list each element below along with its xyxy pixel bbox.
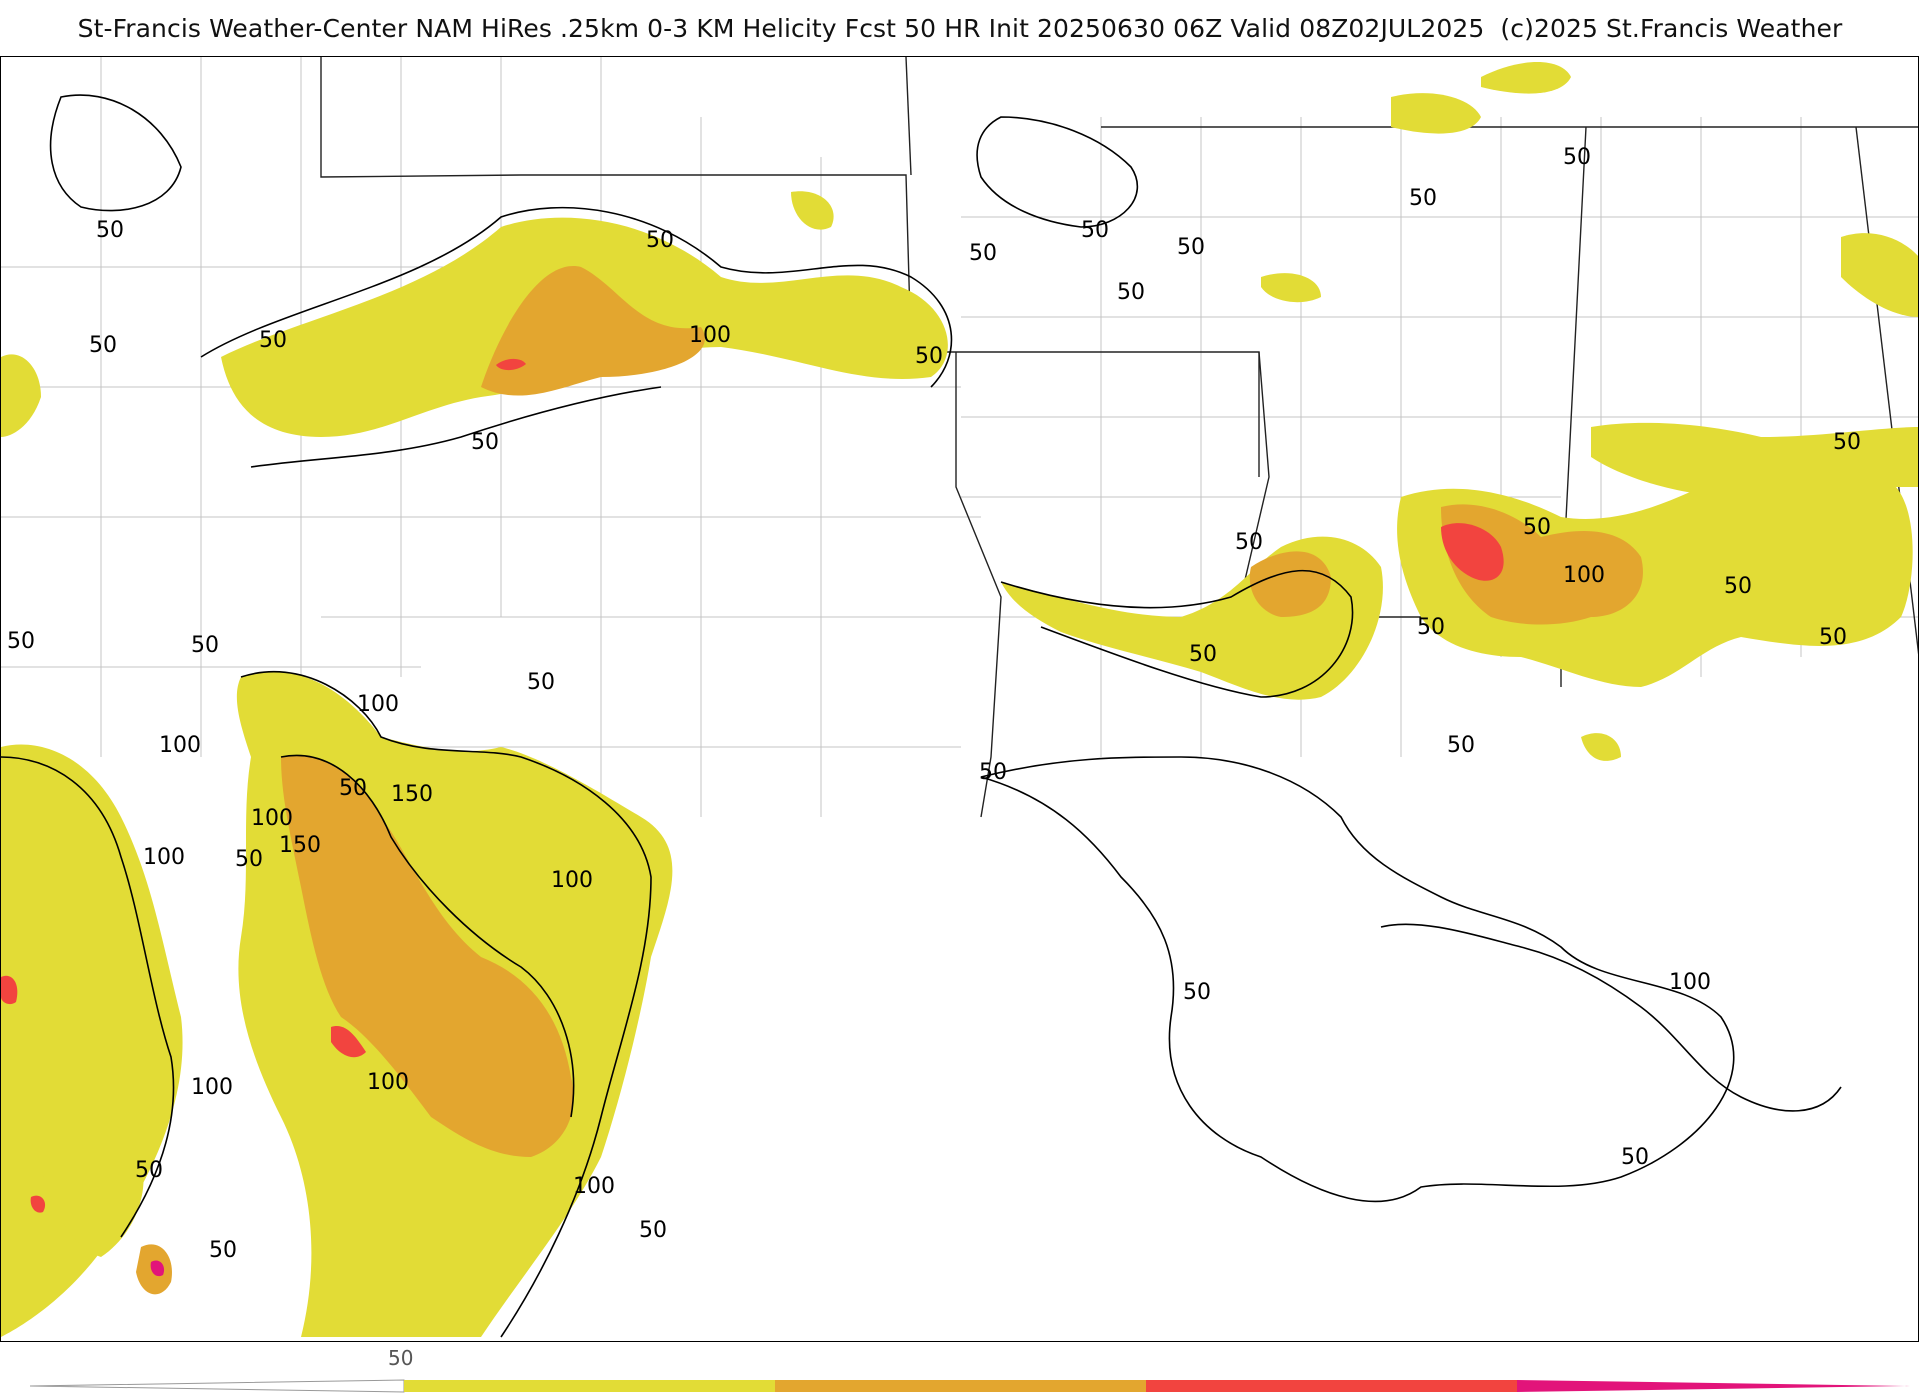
contour-label: 100 — [251, 806, 293, 831]
contour-label: 50 — [1235, 530, 1263, 555]
colorbar-segment-200 — [1517, 1380, 1910, 1392]
contour-label: 50 — [1177, 235, 1205, 260]
contour-label: 50 — [259, 328, 287, 353]
contour-label: 50 — [1523, 515, 1551, 540]
contour-label: 50 — [1819, 625, 1847, 650]
contour-label: 50 — [1081, 218, 1109, 243]
colorbar-left-triangle — [30, 1379, 405, 1393]
helicity-contours — [1, 94, 1842, 1338]
contour-label: 50 — [209, 1238, 237, 1263]
contour-label: 100 — [143, 845, 185, 870]
contour-label: 50 — [339, 776, 367, 801]
contour-label: 50 — [7, 629, 35, 654]
contour-label: 50 — [979, 760, 1007, 785]
contour-labels: 50 50 50 50 50 50 100 50 50 50 50 50 50 … — [7, 145, 1861, 1263]
contour-label: 50 — [1833, 430, 1861, 455]
contour-label: 100 — [1669, 970, 1711, 995]
contour-label: 50 — [1563, 145, 1591, 170]
contour-label: 100 — [689, 323, 731, 348]
contour-label: 100 — [367, 1070, 409, 1095]
helicity-map: 50 50 50 50 50 50 100 50 50 50 50 50 50 … — [0, 56, 1919, 1342]
contour-label: 100 — [191, 1075, 233, 1100]
contour-label: 50 — [96, 218, 124, 243]
map-title: St-Francis Weather-Center NAM HiRes .25k… — [0, 14, 1920, 43]
contour-label: 50 — [969, 241, 997, 266]
contour-label: 50 — [1447, 733, 1475, 758]
helicity-colorbar — [30, 1379, 1910, 1393]
colorbar-segment-150 — [1146, 1380, 1517, 1392]
contour-label: 50 — [1409, 186, 1437, 211]
contour-label: 100 — [551, 868, 593, 893]
contour-label: 50 — [1183, 980, 1211, 1005]
contour-label: 50 — [1621, 1145, 1649, 1170]
contour-label: 50 — [915, 344, 943, 369]
contour-label: 50 — [135, 1158, 163, 1183]
contour-label: 150 — [391, 782, 433, 807]
contour-label: 150 — [279, 833, 321, 858]
contour-label: 100 — [573, 1174, 615, 1199]
contour-label: 50 — [639, 1218, 667, 1243]
colorbar-segment-100 — [775, 1380, 1146, 1392]
map-canvas: 50 50 50 50 50 50 100 50 50 50 50 50 50 … — [1, 57, 1918, 1338]
contour-label: 100 — [159, 733, 201, 758]
colorbar-tick-label: 50 — [388, 1346, 414, 1370]
contour-label: 100 — [357, 692, 399, 717]
contour-label: 50 — [1117, 280, 1145, 305]
copyright-text: (c)2025 St.Francis Weather — [1500, 14, 1843, 43]
contour-label: 50 — [235, 847, 263, 872]
helicity-shading — [1, 62, 1918, 1337]
contour-label: 50 — [1189, 642, 1217, 667]
map-title-text: St-Francis Weather-Center NAM HiRes .25k… — [77, 14, 1485, 43]
contour-label: 50 — [527, 670, 555, 695]
colorbar-segment-50 — [404, 1380, 775, 1392]
contour-label: 50 — [1724, 574, 1752, 599]
contour-label: 50 — [646, 228, 674, 253]
contour-label: 100 — [1563, 563, 1605, 588]
contour-label: 50 — [1417, 615, 1445, 640]
contour-label: 50 — [89, 333, 117, 358]
contour-label: 50 — [471, 430, 499, 455]
contour-label: 50 — [191, 633, 219, 658]
